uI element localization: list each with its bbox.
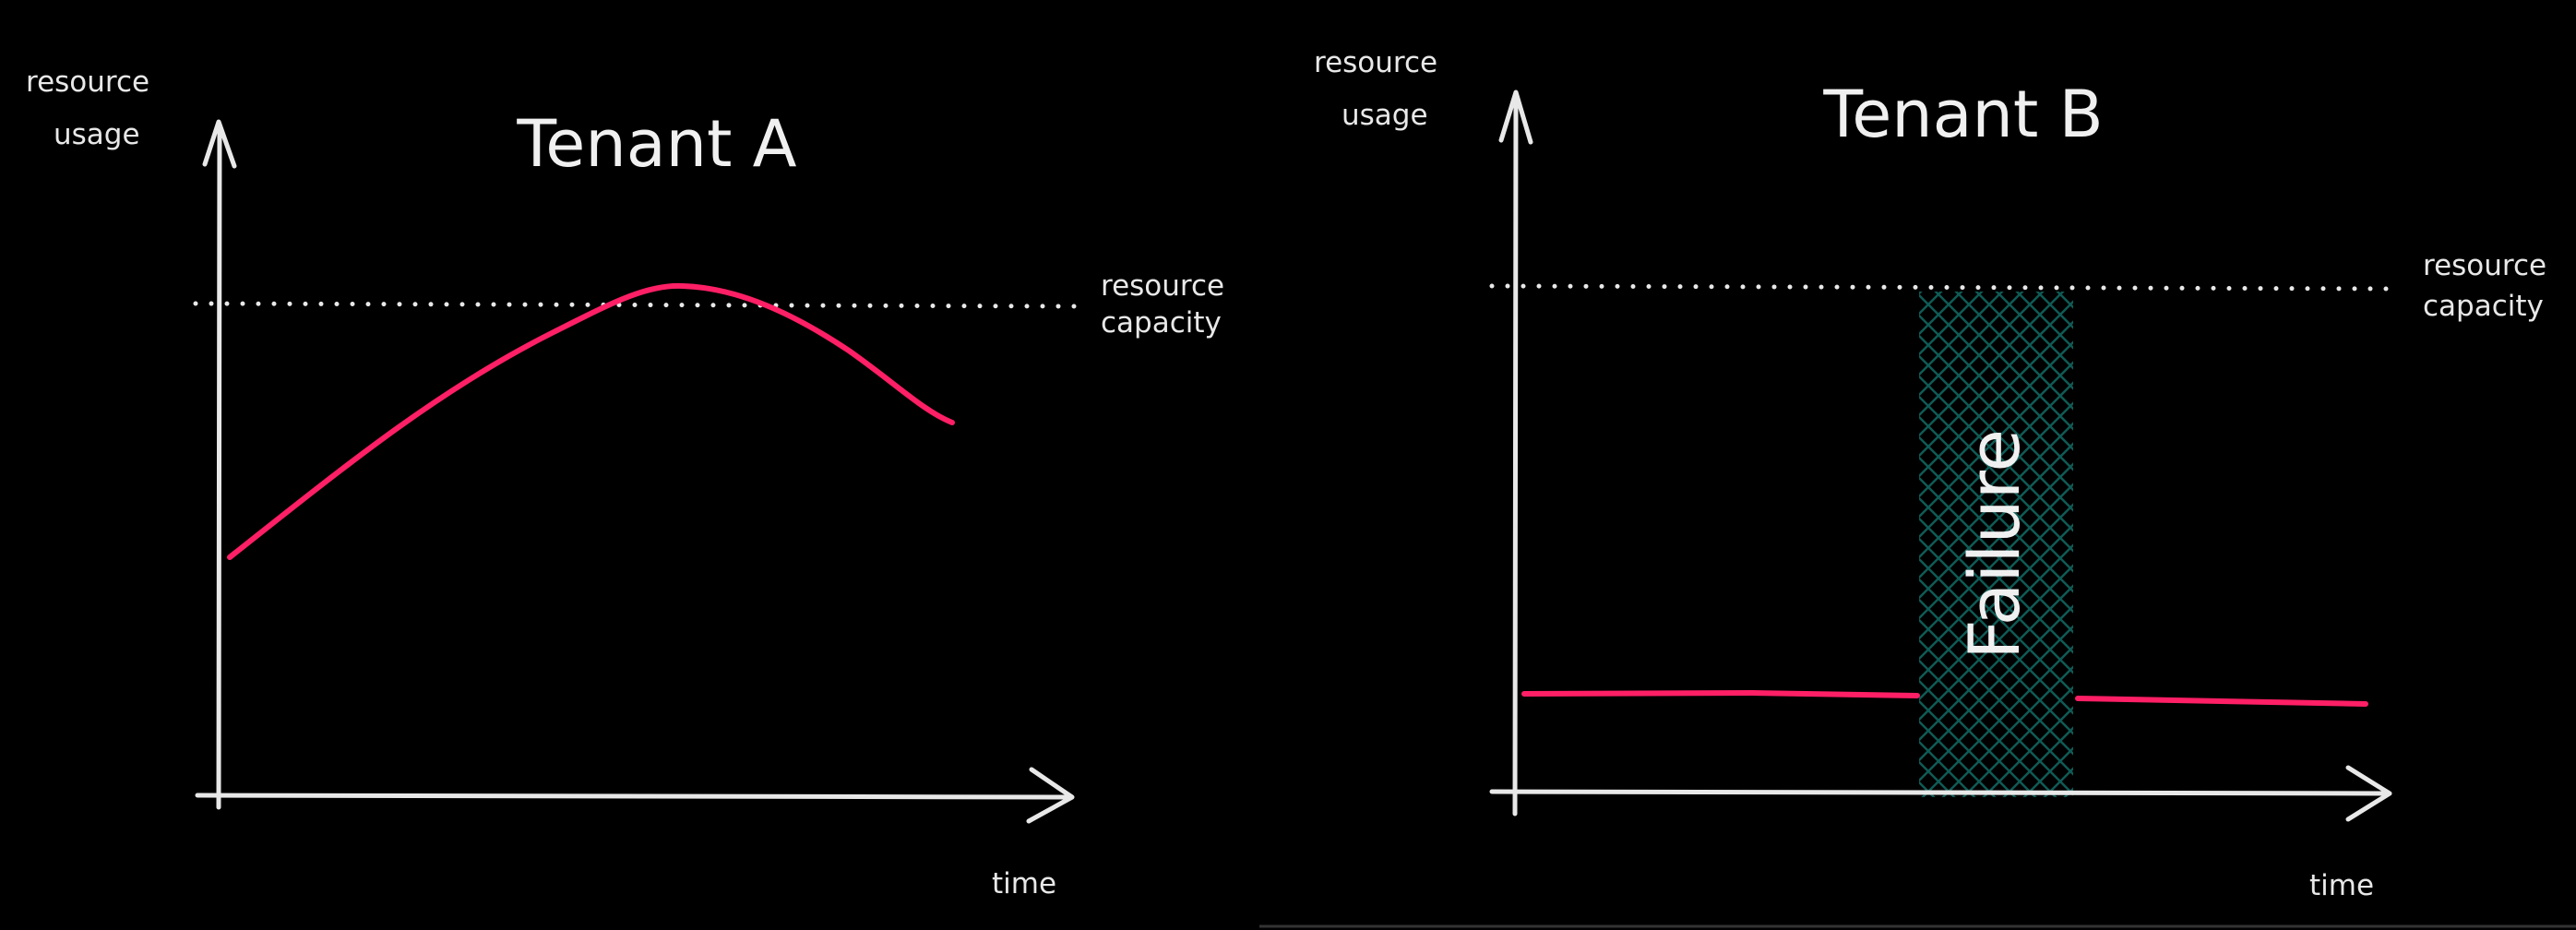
tenant-b-x-axis xyxy=(1489,765,2392,822)
tenant-a-y-label-line2: usage xyxy=(54,118,140,151)
tenant-b-x-label: time xyxy=(2309,869,2374,902)
tenant-a-capacity-label-line1: resource xyxy=(1101,269,1224,303)
tenant-b-y-label-line2: usage xyxy=(1342,99,1428,132)
tenant-a-y-label-line1: resource xyxy=(26,66,149,99)
tenant-b-capacity-line xyxy=(1489,283,2393,292)
tenant-b-title: Tenant B xyxy=(1822,77,2103,152)
tenant-b-capacity-label-line1: resource xyxy=(2423,249,2546,282)
failure-region xyxy=(1919,292,2073,797)
tenant-a-usage-curve xyxy=(227,282,955,560)
tenant-a-x-label: time xyxy=(992,867,1056,900)
failure-label: Failure xyxy=(1953,429,2035,660)
tenant-b-usage-before-failure xyxy=(1521,689,1920,698)
tenant-b-panel: Tenant B resource usage Failure resource… xyxy=(1314,46,2546,902)
tenant-a-capacity-label-line2: capacity xyxy=(1101,306,1222,340)
tenant-b-capacity-label-line2: capacity xyxy=(2423,290,2544,323)
tenant-b-y-label-line1: resource xyxy=(1314,46,1437,79)
tenant-b-usage-after-failure xyxy=(2075,696,2368,707)
tenant-a-title: Tenant A xyxy=(516,106,796,182)
tenant-a-panel: Tenant A resource usage resource capacit… xyxy=(26,66,1224,900)
tenant-a-capacity-line xyxy=(193,301,1079,309)
tenant-b-y-axis xyxy=(1498,89,1533,817)
tenant-a-x-axis xyxy=(195,767,1075,824)
tenant-a-y-axis xyxy=(202,119,237,810)
